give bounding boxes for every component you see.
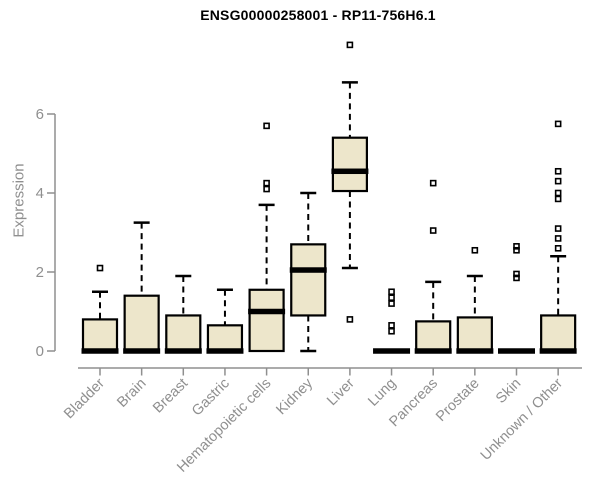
median-line-unknown-other xyxy=(539,348,577,354)
outlier-point-liver xyxy=(346,41,354,49)
x-category-label-brain: Brain xyxy=(114,376,149,411)
x-category-label-lung: Lung xyxy=(365,376,399,410)
median-line-lung xyxy=(373,348,411,354)
x-category-label-prostate: Prostate xyxy=(433,376,482,425)
box-prostate xyxy=(456,316,493,353)
median-line-gastric xyxy=(206,348,244,354)
outlier-point-pancreas xyxy=(429,179,437,187)
outlier-point-skin xyxy=(513,274,520,282)
median-line-brain xyxy=(123,348,161,354)
median-line-kidney xyxy=(289,267,327,273)
outlier-point-lung xyxy=(388,294,395,301)
median-line-liver xyxy=(331,168,369,175)
box-bladder xyxy=(81,318,119,353)
outlier-point-hematopoietic-cells xyxy=(263,122,270,130)
outlier-point-unknown-other xyxy=(554,195,562,203)
outlier-point-unknown-other xyxy=(554,225,562,232)
box-gastric xyxy=(206,324,244,353)
median-line-breast xyxy=(164,348,202,354)
outlier-point-skin xyxy=(513,270,520,278)
outlier-point-hematopoietic-cells xyxy=(263,179,270,187)
outlier-point-skin xyxy=(513,246,520,254)
chart-title: ENSG00000258001 - RP11-756H6.1 xyxy=(200,7,436,23)
outlier-point-unknown-other xyxy=(554,245,562,252)
outlier-point-hematopoietic-cells xyxy=(263,185,270,193)
median-line-hematopoietic-cells xyxy=(248,308,286,315)
median-line-prostate xyxy=(456,348,494,354)
median-line-skin xyxy=(498,348,535,354)
y-tick-label: 4 xyxy=(36,185,44,202)
box-breast xyxy=(165,314,202,353)
y-tick-label: 6 xyxy=(36,106,44,123)
y-tick-label: 0 xyxy=(36,343,44,360)
outlier-point-lung xyxy=(388,322,395,329)
y-tick-label: 2 xyxy=(36,264,44,281)
box-pancreas xyxy=(415,320,452,353)
outlier-point-skin xyxy=(513,243,520,250)
x-category-label-kidney: Kidney xyxy=(273,375,316,418)
outlier-point-prostate xyxy=(471,246,479,254)
median-line-pancreas xyxy=(414,348,452,354)
box-brain xyxy=(123,294,160,353)
box-unknown-other xyxy=(540,314,577,353)
outlier-point-unknown-other xyxy=(554,189,562,197)
box-kidney xyxy=(290,243,327,317)
x-category-label-breast: Breast xyxy=(150,376,191,417)
outlier-point-unknown-other xyxy=(554,120,562,128)
outlier-point-bladder xyxy=(96,264,104,272)
outlier-point-lung xyxy=(388,288,395,296)
x-category-label-skin: Skin xyxy=(493,376,524,407)
outlier-point-unknown-other xyxy=(554,177,562,185)
median-line-bladder xyxy=(81,348,119,354)
outlier-point-liver xyxy=(346,316,354,323)
box-liver xyxy=(331,136,368,193)
outlier-point-unknown-other xyxy=(554,235,562,242)
outlier-point-lung xyxy=(388,327,395,335)
x-category-label-bladder: Bladder xyxy=(61,375,108,422)
outlier-point-lung xyxy=(388,300,395,307)
x-category-label-liver: Liver xyxy=(324,375,358,409)
outlier-point-unknown-other xyxy=(554,167,562,175)
outlier-point-pancreas xyxy=(429,227,437,234)
box-hematopoietic-cells xyxy=(248,288,285,353)
